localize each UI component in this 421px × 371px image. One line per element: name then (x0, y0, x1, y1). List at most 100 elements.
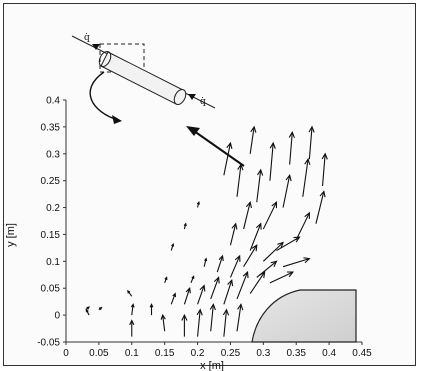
vector-shaft (282, 258, 310, 268)
velocity-vector (243, 200, 252, 230)
vector-shaft (183, 288, 191, 305)
y-tick-label: 0.35 (41, 122, 61, 133)
vector-shaft (262, 201, 277, 230)
vector-shaft (249, 271, 266, 294)
velocity-vector (210, 276, 220, 300)
vector-shaft (223, 309, 228, 337)
vector-head (285, 174, 292, 182)
vector-shaft (229, 223, 237, 246)
vector-shaft (236, 271, 249, 300)
vector-field (85, 125, 328, 337)
y-tick-label: 0.25 (41, 176, 61, 187)
cylinder-end-left (98, 51, 112, 67)
rotation-arrow-head (112, 115, 122, 124)
vector-head (218, 254, 224, 262)
x-axis-label: x [m] (200, 360, 224, 371)
vector-head (181, 313, 188, 321)
vector-head (271, 201, 278, 209)
vector-head (226, 141, 233, 149)
velocity-vector (302, 157, 311, 197)
vector-shaft (223, 142, 231, 176)
y-tick-label: 0.1 (46, 257, 60, 268)
vector-head (286, 271, 295, 278)
velocity-vector (295, 211, 310, 241)
velocity-vector (288, 131, 295, 165)
vector-shaft (223, 279, 233, 305)
vector-head (234, 254, 241, 262)
velocity-vector (315, 190, 326, 224)
velocity-vector (282, 174, 292, 208)
velocity-vector (256, 168, 264, 203)
velocity-vector (276, 236, 301, 252)
vector-shaft (210, 304, 214, 332)
vector-shaft (321, 153, 326, 187)
velocity-vector (197, 284, 206, 305)
vector-head (130, 303, 135, 308)
y-axis-label: y [m] (5, 223, 17, 247)
vector-shaft (243, 202, 251, 230)
vector-shaft (315, 191, 325, 224)
velocity-vector (127, 289, 133, 297)
vector-head (319, 190, 326, 198)
velocity-vector (223, 141, 233, 176)
velocity-marker-top (92, 44, 100, 50)
vector-head (256, 168, 264, 176)
vector-head (304, 157, 311, 166)
velocity-vector (129, 319, 135, 337)
velocity-vector (229, 222, 238, 246)
vector-head (209, 303, 216, 311)
velocity-vector (196, 308, 203, 337)
x-tick-label: 0.15 (155, 348, 175, 359)
velocity-vector (236, 303, 244, 332)
vector-head (86, 306, 91, 310)
vector-head (250, 125, 257, 133)
vector-head (196, 308, 203, 316)
x-tick-label: 0 (63, 348, 69, 359)
velocity-vector (269, 271, 295, 284)
vector-shaft (210, 277, 220, 300)
velocity-vector (229, 254, 241, 278)
vector-head (237, 163, 244, 171)
velocity-vector (149, 303, 154, 316)
vector-head (251, 244, 258, 252)
velocity-vector (249, 271, 266, 294)
cylinder-inset: q̇ q̇ (71, 33, 245, 167)
velocity-vector (170, 292, 177, 305)
vector-shaft (243, 244, 258, 267)
vector-shaft (256, 260, 277, 278)
vector-head (196, 200, 200, 205)
vector-head (149, 303, 154, 308)
vector-shaft (262, 242, 284, 262)
velocity-vector (262, 241, 284, 262)
vector-head (270, 260, 278, 268)
vector-head (204, 257, 208, 262)
vector-shaft (249, 126, 255, 154)
vector-head (255, 222, 262, 230)
vector-head (222, 308, 230, 316)
vector-shaft (269, 271, 294, 284)
axes: 0 0.05 0.1 0.15 0.2 0.25 0.3 0.35 0.4 0.45 -0.050… (5, 96, 372, 371)
velocity-vector (236, 163, 244, 197)
pointer-arrow-head (186, 126, 200, 136)
vector-head (98, 306, 103, 311)
velocity-vector (181, 313, 188, 337)
vector-shaft (131, 304, 134, 316)
vector-shaft (170, 293, 176, 305)
velocity-vector (249, 125, 257, 154)
rotation-arrow (89, 71, 119, 121)
obstacle-shape (251, 289, 357, 343)
vector-head (185, 287, 191, 294)
vector-shaft (162, 315, 166, 332)
velocity-vector (282, 257, 311, 268)
velocity-vector (269, 141, 276, 181)
velocity-vector (216, 254, 224, 273)
x-tick-label: 0.45 (352, 348, 372, 359)
vector-head (164, 276, 168, 281)
y-tick-label: -0.05 (37, 338, 60, 349)
x-tick-label: 0.4 (322, 348, 336, 359)
vector-head (277, 241, 284, 249)
vector-head (85, 308, 89, 313)
velocity-vector (262, 201, 278, 230)
velocity-label-bottom: q̇ (200, 97, 206, 107)
vector-head (304, 211, 310, 219)
